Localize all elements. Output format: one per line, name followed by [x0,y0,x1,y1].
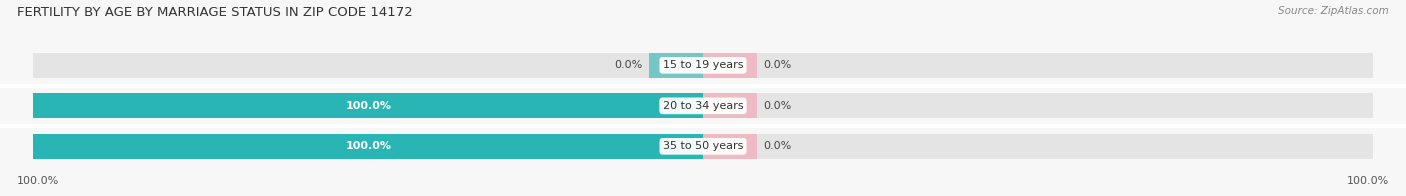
Bar [34,53,1372,78]
Text: 20 to 34 years: 20 to 34 years [662,101,744,111]
Bar [703,53,756,78]
Text: 0.0%: 0.0% [763,141,792,151]
Text: 100.0%: 100.0% [346,101,391,111]
Bar [703,93,756,118]
Text: 0.0%: 0.0% [763,101,792,111]
Text: FERTILITY BY AGE BY MARRIAGE STATUS IN ZIP CODE 14172: FERTILITY BY AGE BY MARRIAGE STATUS IN Z… [17,6,412,19]
Bar [34,134,1372,159]
Bar [703,134,756,159]
Text: 35 to 50 years: 35 to 50 years [662,141,744,151]
Bar [34,134,703,159]
Bar [34,93,703,118]
Bar [34,93,1372,118]
Text: 100.0%: 100.0% [17,176,59,186]
Text: 0.0%: 0.0% [614,60,643,70]
Text: Source: ZipAtlas.com: Source: ZipAtlas.com [1278,6,1389,16]
Bar [650,53,703,78]
Text: 100.0%: 100.0% [1347,176,1389,186]
Text: 0.0%: 0.0% [763,60,792,70]
Text: 100.0%: 100.0% [346,141,391,151]
Text: 15 to 19 years: 15 to 19 years [662,60,744,70]
